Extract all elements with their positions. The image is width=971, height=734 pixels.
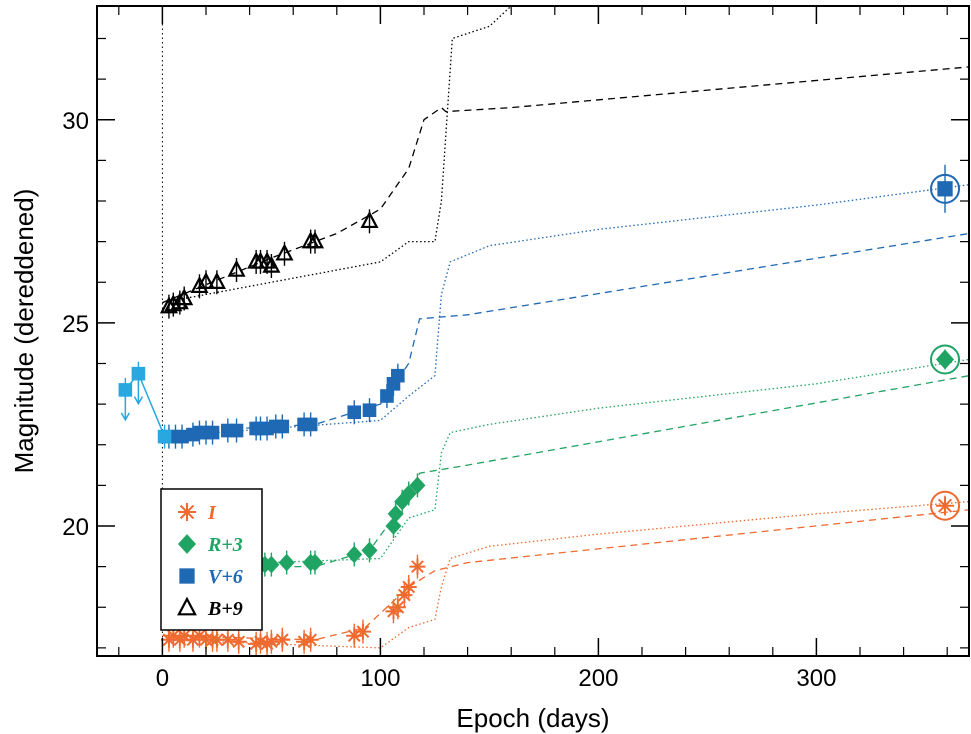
data-point [157, 429, 172, 444]
x-tick-labels: 0 100 200 300 [156, 665, 837, 692]
series-r-3 [160, 344, 969, 579]
data-point [391, 368, 405, 383]
legend-label-r: R+3 [207, 534, 243, 556]
data-point [302, 631, 319, 648]
model-dotted-line [162, 6, 512, 304]
model-dashed-line [162, 66, 969, 304]
data-point [347, 405, 362, 420]
legend-label-b: B+9 [207, 598, 243, 620]
data-point [263, 633, 280, 650]
data-point [275, 419, 290, 434]
data-point [360, 210, 379, 229]
data-point [175, 288, 194, 306]
legend-label-v: V+6 [208, 566, 243, 588]
data-point [262, 255, 281, 273]
data-point [219, 631, 236, 648]
legend-marker [179, 568, 195, 584]
data-point [170, 292, 189, 310]
series-v-6-early [118, 361, 172, 449]
data-point [409, 476, 426, 495]
legend: I R+3 V+6 B+9 [160, 488, 263, 631]
axis-ticks [97, 6, 969, 656]
legend-label-i: I [207, 502, 217, 524]
late-epoch-circle [930, 344, 961, 375]
x-tick-label: 200 [578, 665, 618, 692]
series-i [160, 490, 969, 656]
model-dotted-line [162, 184, 969, 438]
data-point [305, 231, 325, 249]
data-point [263, 555, 280, 574]
data-point [396, 587, 413, 604]
late-epoch-circle [930, 490, 961, 521]
x-tick-label: 100 [360, 665, 400, 692]
model-dashed-line [162, 232, 969, 434]
legend-marker [178, 534, 196, 554]
data-point [400, 484, 417, 503]
data-point [118, 383, 133, 397]
data-point [400, 578, 417, 595]
data-point [387, 505, 404, 523]
data-point [159, 296, 178, 314]
data-point [275, 243, 294, 261]
data-point [131, 366, 146, 381]
data-point [409, 558, 426, 575]
late-epoch-circle [930, 173, 961, 204]
legend-box [160, 488, 263, 631]
data-point [380, 389, 394, 403]
data-point [229, 423, 244, 438]
legend-marker [177, 596, 197, 616]
data-point [274, 631, 291, 648]
data-point [230, 633, 247, 650]
series-b-9 [159, 6, 969, 319]
model-dotted-line [162, 500, 969, 649]
data-point [307, 553, 323, 572]
data-point [389, 599, 406, 616]
legend-marker [178, 503, 196, 521]
data-point [205, 425, 220, 440]
model-dashed-line [162, 509, 969, 641]
x-tick-label: 300 [796, 665, 836, 692]
y-tick-label: 25 [62, 311, 89, 338]
data-point [362, 403, 377, 418]
data-point [278, 553, 295, 572]
y-tick-label: 30 [62, 108, 89, 135]
x-axis-title: Epoch (days) [456, 703, 609, 733]
model-dotted-line [162, 358, 969, 568]
plot-frame [96, 5, 970, 657]
series-v-6 [162, 164, 969, 449]
data-point [208, 631, 225, 648]
data-point [937, 181, 953, 197]
data-point [303, 417, 318, 432]
data-point [175, 429, 189, 444]
data-point [361, 541, 378, 560]
y-tick-label: 20 [62, 514, 89, 541]
data-point [385, 517, 402, 535]
data-point [936, 496, 955, 515]
x-tick-label: 0 [156, 665, 169, 692]
y-tick-labels: 20 25 30 [62, 108, 89, 541]
data-point [207, 271, 226, 289]
data-point [346, 545, 363, 564]
legend-markers [177, 503, 197, 616]
data-point [227, 259, 246, 277]
data-point [354, 623, 371, 640]
data-point [196, 271, 216, 289]
data-point [190, 275, 209, 294]
data-point [936, 349, 955, 370]
y-axis-title: Magnitude (dereddened) [9, 189, 39, 474]
